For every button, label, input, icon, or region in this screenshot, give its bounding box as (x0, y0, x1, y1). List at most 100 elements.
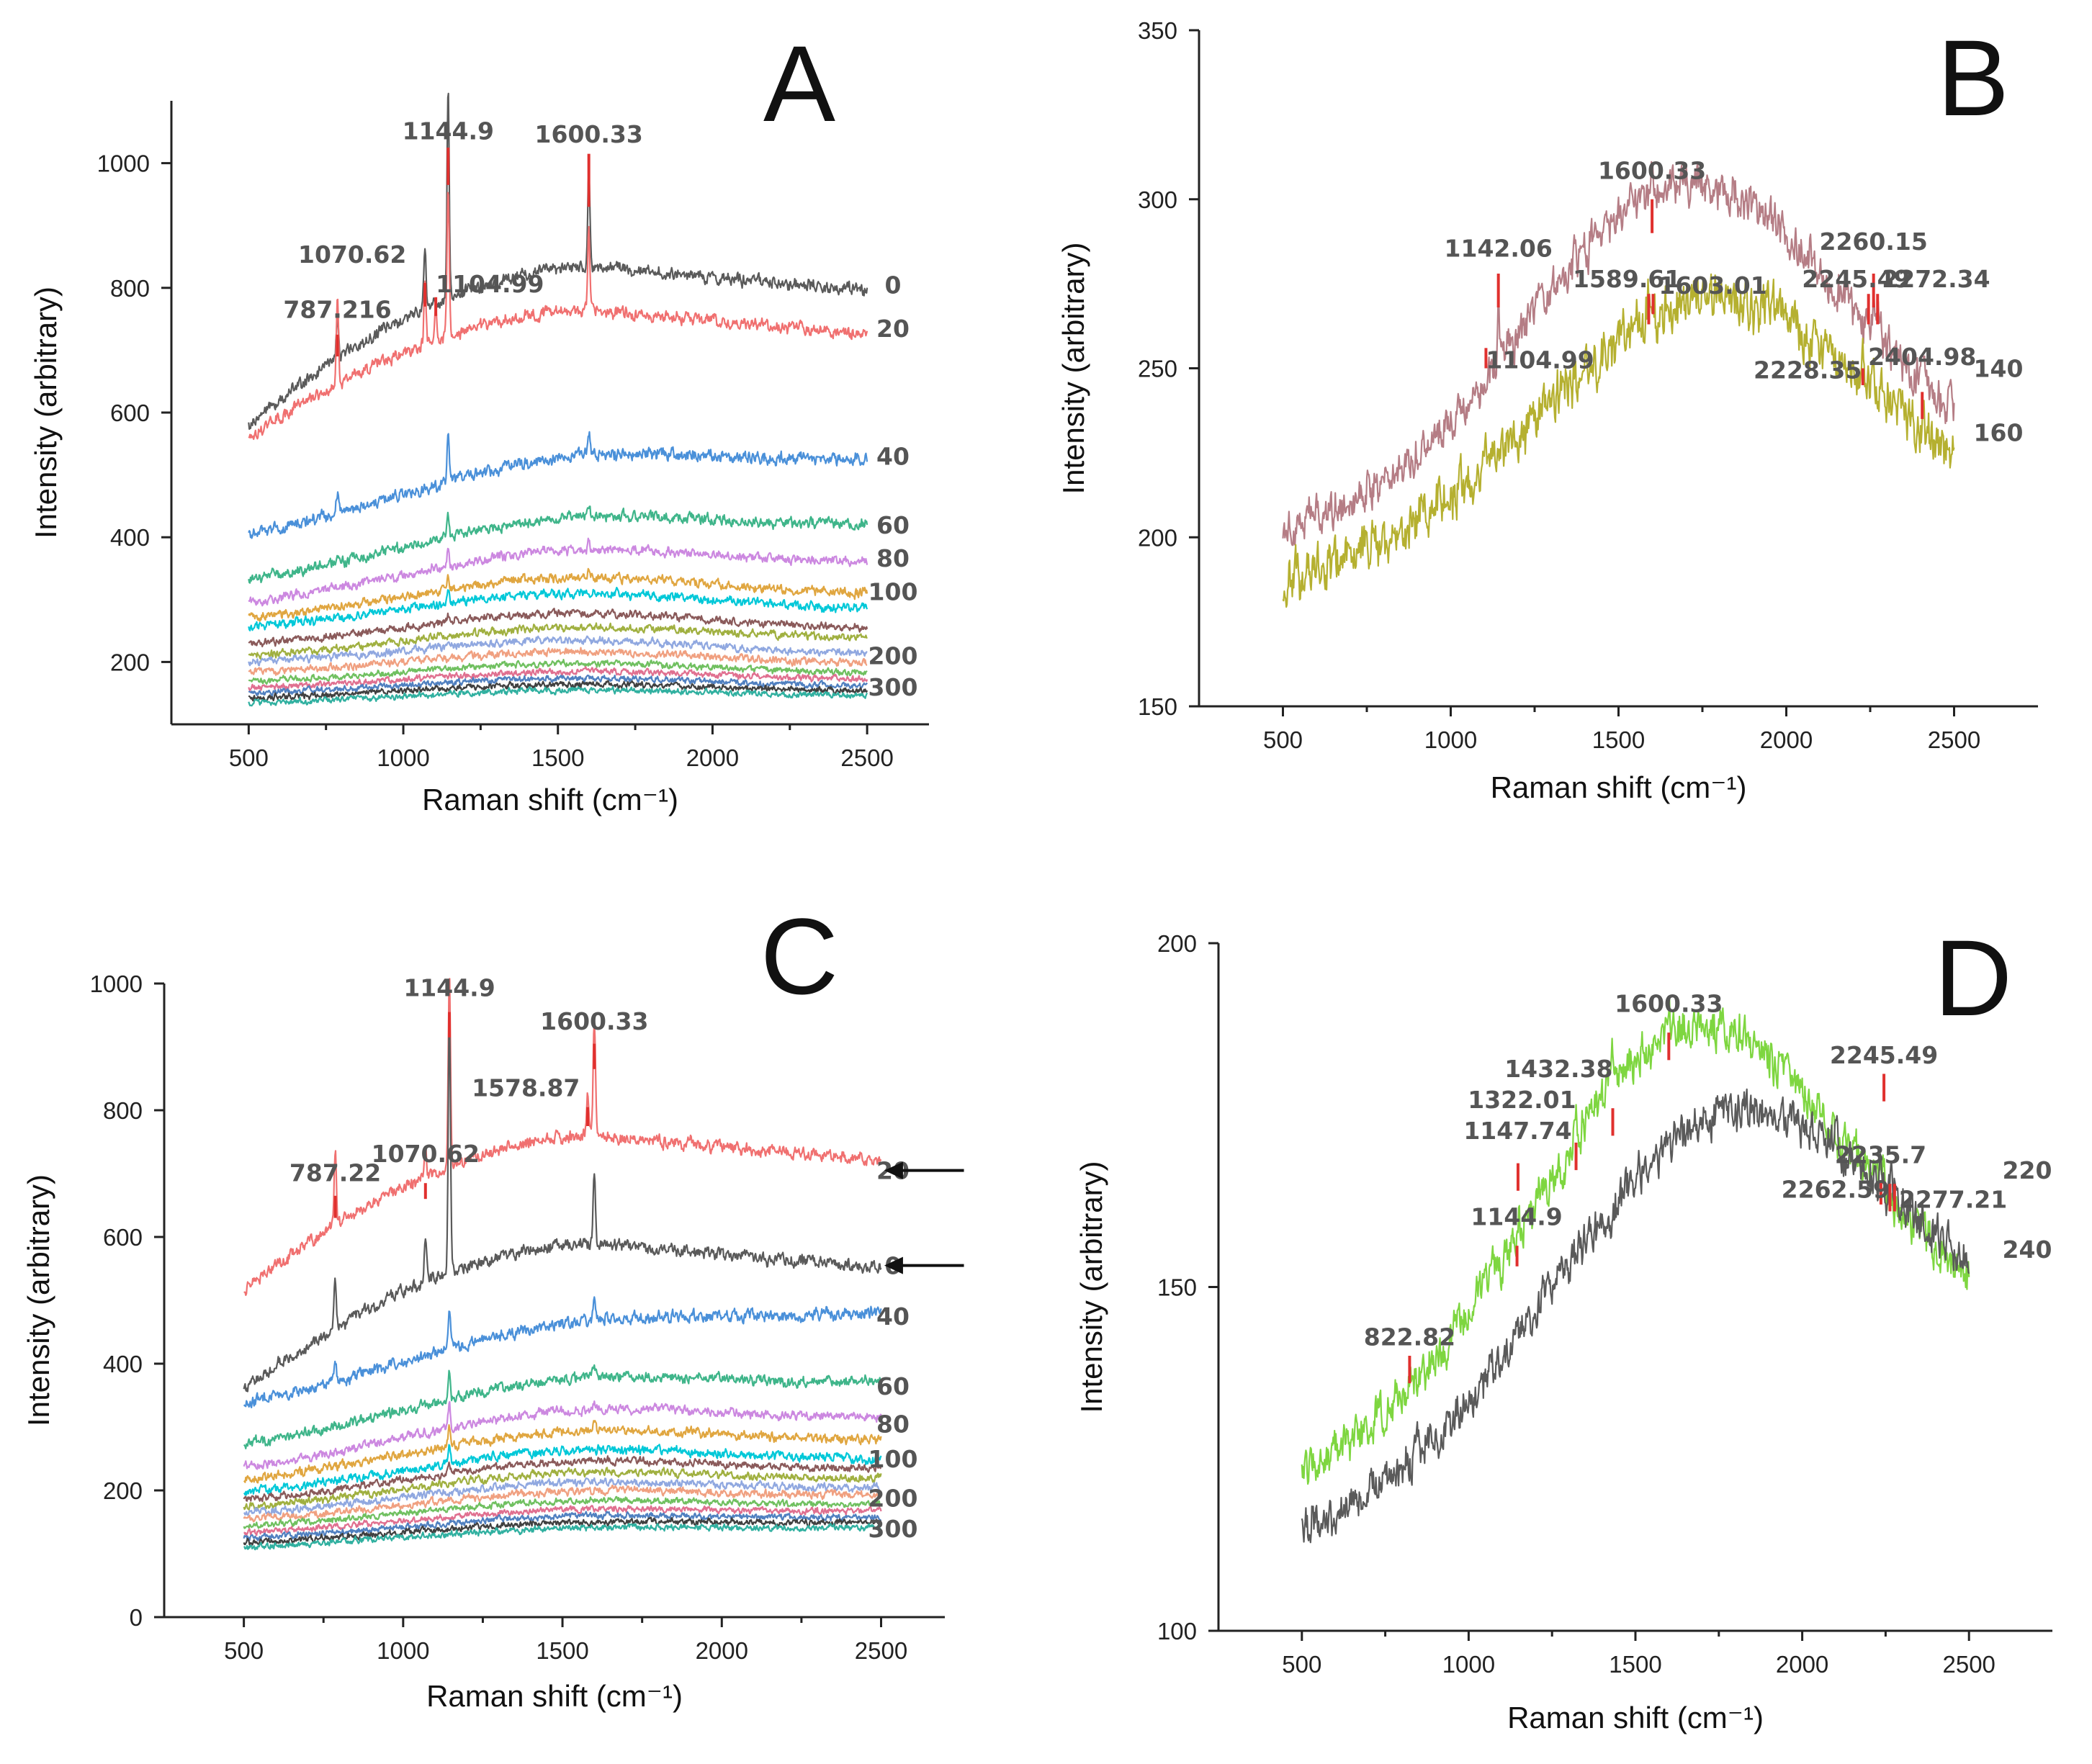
x-tick-label: 1500 (1592, 726, 1645, 753)
y-axis-title: Intensity (arbitrary) (29, 287, 63, 539)
x-tick-label: 2500 (1942, 1651, 1995, 1678)
x-tick-label: 1500 (536, 1637, 588, 1664)
series-end-label: 40 (876, 443, 910, 471)
series-line-220 (248, 659, 868, 685)
peak-label: 2245.49 (1830, 1041, 1938, 1069)
peak-label: 1578.87 (472, 1074, 580, 1102)
peak-label: 1070.62 (372, 1140, 480, 1168)
y-tick-label: 150 (1157, 1274, 1197, 1301)
series-line-200 (248, 647, 868, 676)
x-tick-label: 1000 (1424, 726, 1477, 753)
series-line-110 (248, 587, 868, 631)
x-tick-label: 1000 (1442, 1651, 1495, 1678)
peak-label: 1104.99 (436, 270, 544, 298)
y-tick-label: 200 (1157, 930, 1197, 957)
series-end-label: 20 (876, 315, 910, 343)
x-axis-title: Raman shift (cm⁻¹) (422, 783, 678, 816)
series-line-300 (243, 1523, 881, 1551)
x-tick-label: 2000 (686, 744, 739, 771)
series-line-110 (243, 1444, 882, 1496)
peak-label: 1600.33 (540, 1007, 648, 1035)
x-tick-label: 500 (1263, 726, 1303, 753)
series-line-80 (243, 1400, 882, 1470)
peak-label: 1322.01 (1468, 1086, 1576, 1114)
peak-label: 1600.33 (1615, 990, 1723, 1018)
series-line-140 (1282, 161, 1955, 546)
peak-label: 2404.98 (1868, 343, 1976, 371)
peak-label: 1144.9 (403, 117, 494, 145)
x-tick-label: 2500 (840, 744, 893, 771)
y-tick-label: 1000 (97, 150, 150, 177)
peak-label: 2277.21 (1899, 1186, 2007, 1214)
x-tick-label: 500 (224, 1637, 264, 1664)
peak-label: 1104.99 (1486, 346, 1594, 374)
series-line-60 (243, 1364, 882, 1449)
series-line-140 (243, 1467, 882, 1511)
series-line-220 (243, 1495, 881, 1529)
series-end-label: 60 (876, 511, 910, 539)
panel-letter: C (760, 896, 838, 1017)
peak-label: 1600.33 (535, 120, 643, 148)
series-end-label: 300 (868, 673, 918, 701)
peak-label: 1589.61 (1573, 265, 1681, 293)
series-end-label: 80 (876, 1410, 910, 1439)
arrow-head (884, 1161, 903, 1179)
series-line-220 (1301, 997, 1970, 1485)
panel-a-chart: 500 1000 1500 2000 25002004006008001000Raman… (29, 23, 929, 816)
peak-label: 2245.49 (1802, 265, 1910, 293)
series-line-40 (248, 431, 868, 539)
y-tick-label: 800 (103, 1097, 143, 1124)
x-tick-label: 2500 (1928, 726, 1980, 753)
peak-label: 1144.9 (403, 974, 495, 1002)
x-tick-label: 1000 (377, 1637, 429, 1664)
peak-label: 1603.01 (1658, 271, 1766, 300)
peak-label: 1142.06 (1445, 235, 1553, 263)
series-end-label: 100 (868, 1445, 918, 1473)
series-line-100 (248, 567, 868, 622)
x-tick-label: 2000 (696, 1637, 748, 1664)
x-tick-label: 2000 (1760, 726, 1813, 753)
series-line-260 (243, 1511, 881, 1542)
arrow-head (884, 1256, 903, 1274)
series-end-label: 240 (2003, 1236, 2052, 1264)
x-axis-title: Raman shift (cm⁻¹) (426, 1679, 683, 1713)
y-tick-label: 200 (110, 649, 150, 675)
x-tick-label: 2500 (855, 1637, 907, 1664)
series-end-label: 220 (2003, 1156, 2052, 1184)
series-line-200 (243, 1485, 882, 1523)
series-line-20 (248, 192, 868, 441)
y-tick-label: 400 (103, 1351, 143, 1377)
series-end-label: 200 (868, 1485, 918, 1513)
x-tick-label: 1500 (1609, 1651, 1661, 1678)
series-end-label: 0 (885, 271, 902, 299)
panel-c-chart: 500 1000 1500 2000 2500 0 200 400 600 800 1000 Rama… (22, 896, 964, 1713)
peak-label: 822.82 (1364, 1323, 1455, 1351)
series-end-label: 200 (868, 642, 918, 670)
series-line-280 (243, 1516, 882, 1546)
panel-b-chart: 500 1000 1500 2000 2500 150 200 250 300 350 Raman … (1056, 17, 2038, 804)
series-line-100 (243, 1420, 882, 1484)
y-axis-title: Intensity (arbitrary) (1074, 1161, 1108, 1413)
series-line-280 (248, 680, 868, 702)
x-tick-label: 1000 (377, 744, 429, 771)
y-tick-label: 100 (1157, 1618, 1197, 1644)
y-tick-label: 400 (110, 524, 150, 551)
y-tick-label: 200 (1138, 524, 1177, 551)
panel-letter: A (763, 23, 835, 144)
y-tick-label: 600 (110, 400, 150, 426)
series-line-80 (248, 537, 868, 607)
series-line-300 (248, 685, 868, 707)
series-line-160 (243, 1477, 882, 1516)
series-line-120 (243, 1455, 882, 1503)
series-line-160 (248, 635, 868, 667)
peak-label: 1147.74 (1463, 1117, 1571, 1145)
y-tick-label: 300 (1138, 186, 1177, 213)
y-tick-label: 800 (110, 275, 150, 302)
peak-label: 1600.33 (1598, 157, 1706, 185)
panel-d-chart: 500 1000 1500 2000 2500 100 150 200 Raman shift … (1074, 917, 2052, 1734)
y-tick-label: 0 (130, 1604, 143, 1631)
series-line-20 (243, 978, 882, 1296)
peak-label: 787.216 (283, 295, 391, 323)
series-line-240 (243, 1505, 882, 1536)
panel-letter: B (1937, 17, 2009, 138)
